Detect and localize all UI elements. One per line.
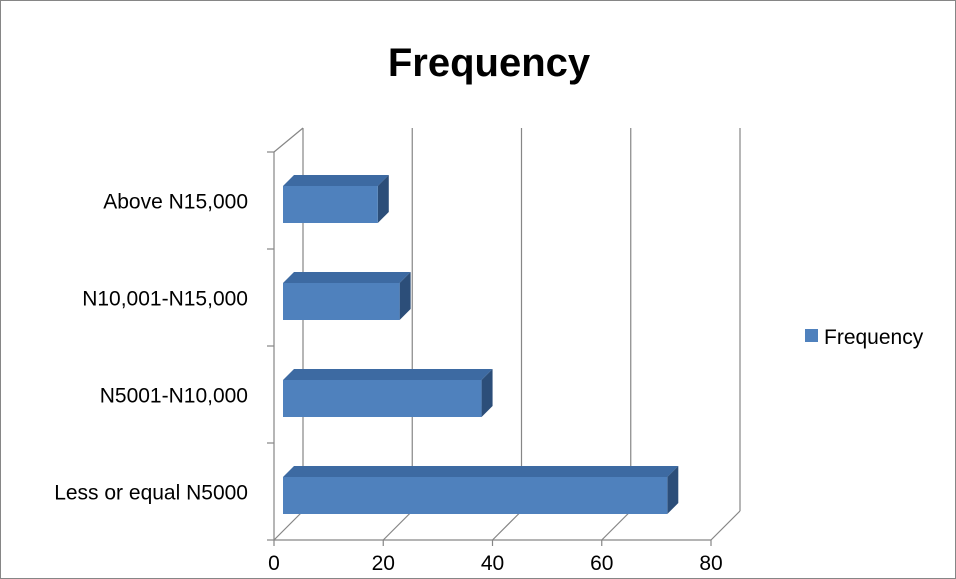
category-label-4: Above N15,000 [103,191,248,214]
bar-front-face [283,186,378,223]
floor-line-0 [273,510,304,541]
floor-line-40 [492,510,522,541]
bar-side-face [667,466,679,514]
bar-side-face [377,175,389,223]
category-labels: Less or equal N5000 N5001-N10,000 N10,001-… [54,191,248,505]
x-tick-label-60: 60 [590,552,613,575]
floor-line-20 [382,510,413,541]
bar-front-face [283,380,482,417]
chart-title: Frequency [388,41,591,85]
bar-top-face [283,272,411,283]
x-tick-labels: 0 20 40 60 80 [268,552,723,575]
bar-layer [283,175,679,514]
floor-line-60 [601,510,632,541]
bar-2 [283,369,493,417]
legend-label-frequency: Frequency [824,326,924,349]
x-tick-label-40: 40 [481,552,504,575]
x-tick-label-20: 20 [372,552,395,575]
category-label-3: N10,001-N15,000 [82,288,248,311]
bar-top-face [283,175,389,186]
bar-side-face [399,272,411,320]
bar-4 [283,175,389,223]
bar-top-face [283,466,679,477]
bar-side-face [481,369,493,417]
category-label-1: Less or equal N5000 [54,482,248,505]
category-label-2: N5001-N10,000 [100,385,248,408]
x-tick-label-80: 80 [699,552,722,575]
bar-1 [283,466,679,514]
floor-line-80 [710,510,741,541]
bar-front-face [283,477,668,514]
legend-swatch-frequency [805,329,818,342]
axis-layer [267,127,712,546]
side-wall-top-edge [273,127,304,153]
x-tick-label-0: 0 [268,552,280,575]
bar-top-face [283,369,493,380]
legend: Frequency [805,326,924,349]
bar-3 [283,272,411,320]
bar-front-face [283,283,400,320]
